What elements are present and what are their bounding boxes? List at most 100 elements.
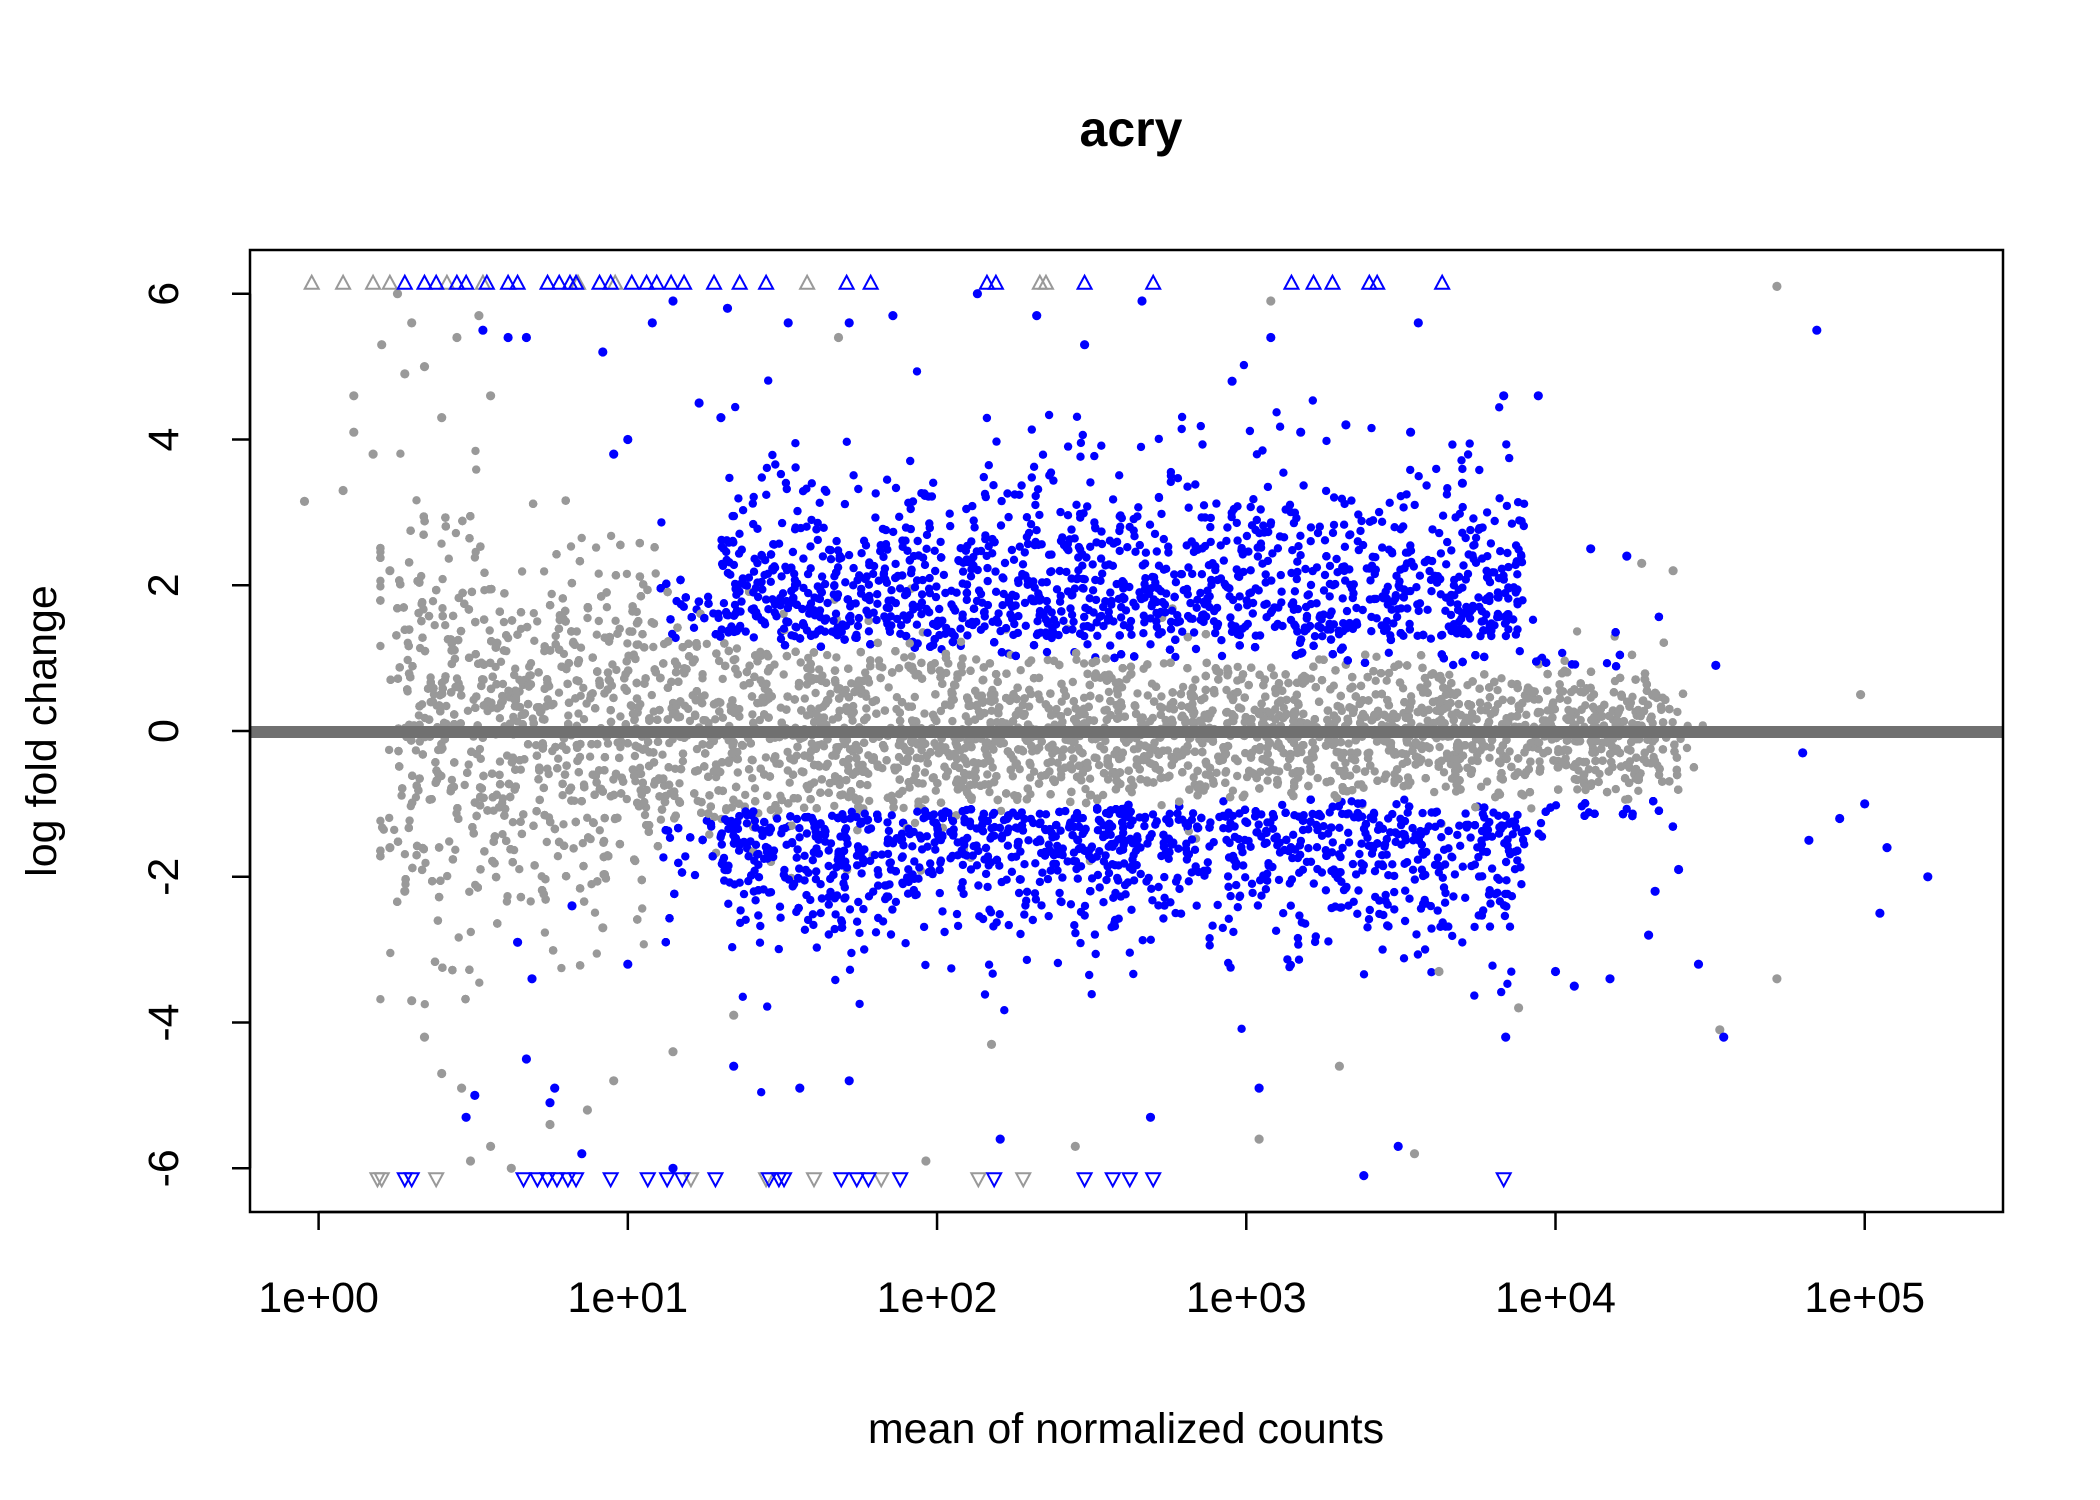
out-of-range-down-marker (760, 1172, 778, 1189)
out-of-range-down-marker (805, 1172, 823, 1189)
data-point (833, 332, 844, 343)
data-point (407, 996, 417, 1006)
out-of-range-up-marker (623, 273, 641, 290)
out-of-range-down-marker (775, 1172, 793, 1189)
out-of-range-up-marker (1282, 273, 1301, 290)
data-point (668, 1163, 678, 1173)
out-of-range-down-marker (1075, 1172, 1094, 1189)
data-point (1719, 1032, 1729, 1042)
data-point (1860, 799, 1870, 809)
data-point (503, 332, 513, 343)
data-point (986, 1039, 997, 1049)
out-of-range-up-marker (478, 273, 496, 290)
out-of-range-down-marker (538, 1172, 557, 1189)
data-point (668, 1047, 678, 1057)
data-point (1254, 1134, 1264, 1144)
data-point (1070, 1141, 1080, 1151)
data-point (1798, 748, 1808, 758)
data-point (506, 1163, 516, 1173)
out-of-range-up-marker (648, 273, 666, 290)
x-tick-label: 1e+05 (1804, 1274, 1925, 1322)
out-of-range-down-marker (1495, 1172, 1513, 1189)
out-of-range-down-marker (601, 1172, 620, 1189)
x-tick-label: 1e+02 (877, 1274, 998, 1322)
out-of-range-up-marker (457, 273, 475, 290)
out-of-range-up-marker (861, 273, 880, 290)
out-of-range-up-marker (757, 273, 775, 290)
data-point (694, 398, 704, 408)
y-axis: -6 -4 -2 0 2 4 6 (140, 282, 252, 1187)
y-axis-label: log fold change (18, 585, 66, 877)
data-point (461, 1112, 471, 1122)
data-point (1550, 966, 1561, 977)
data-point (1080, 340, 1090, 350)
data-point (582, 1105, 593, 1115)
data-point (513, 937, 523, 947)
data-point (623, 959, 633, 969)
out-of-range-up-marker (538, 273, 557, 290)
y-tick-label: 6 (140, 282, 188, 306)
out-of-range-down-marker (639, 1172, 657, 1189)
data-point (1434, 966, 1444, 977)
out-of-range-up-marker (499, 273, 517, 290)
data-point (729, 1061, 739, 1071)
out-of-range-down-marker (1144, 1172, 1162, 1189)
data-points-layer (299, 281, 1933, 1181)
out-of-range-up-marker (550, 273, 568, 290)
data-point (385, 843, 395, 853)
data-point (377, 340, 387, 350)
out-of-range-down-marker (658, 1172, 676, 1189)
data-point (1569, 981, 1579, 991)
data-point (527, 974, 537, 984)
out-of-range-up-marker (837, 273, 856, 290)
data-point (722, 303, 733, 313)
out-of-range-up-marker (601, 273, 620, 290)
data-point (1413, 318, 1423, 328)
out-of-range-down-marker (548, 1172, 566, 1189)
data-point (1457, 478, 1467, 488)
data-point (470, 1090, 480, 1100)
x-tick-label: 1e+04 (1495, 1274, 1616, 1322)
out-of-range-up-marker (303, 273, 321, 290)
data-point (299, 496, 310, 506)
data-point (598, 923, 608, 933)
out-of-range-down-marker (832, 1172, 850, 1189)
data-point (1499, 391, 1509, 401)
out-of-range-up-marker (415, 273, 434, 290)
out-of-range-up-marker (381, 273, 399, 290)
y-tick-label: -6 (140, 1149, 188, 1187)
out-of-range-up-marker (987, 273, 1005, 290)
data-point (1296, 427, 1306, 437)
out-of-range-up-marker (448, 273, 466, 290)
data-point (521, 1054, 532, 1064)
data-point (400, 369, 410, 379)
out-of-range-up-marker (731, 273, 749, 290)
y-tick-label: -2 (140, 858, 188, 896)
data-point (474, 311, 484, 321)
out-of-range-up-marker (705, 273, 723, 290)
data-point (1835, 813, 1845, 824)
data-point (995, 1134, 1005, 1144)
out-of-range-up-marker (1075, 273, 1094, 290)
data-point (1875, 908, 1885, 918)
data-point (1693, 959, 1704, 969)
data-point (1812, 325, 1822, 335)
data-point (1923, 872, 1933, 882)
out-of-range-up-marker (1433, 273, 1451, 290)
data-point (716, 413, 726, 423)
data-point (1622, 551, 1632, 561)
data-point (1393, 1141, 1403, 1151)
data-point (921, 1156, 931, 1166)
data-point (888, 311, 898, 321)
y-tick-label: 4 (140, 428, 188, 452)
out-of-range-up-marker (590, 273, 609, 290)
x-tick-label: 1e+00 (258, 1274, 379, 1322)
data-point (609, 1076, 619, 1086)
data-point (486, 1141, 496, 1151)
out-of-range-down-marker (985, 1172, 1003, 1189)
data-point (1533, 391, 1543, 401)
data-point (1711, 660, 1721, 671)
out-of-range-up-marker (662, 273, 680, 290)
data-point (349, 391, 359, 401)
